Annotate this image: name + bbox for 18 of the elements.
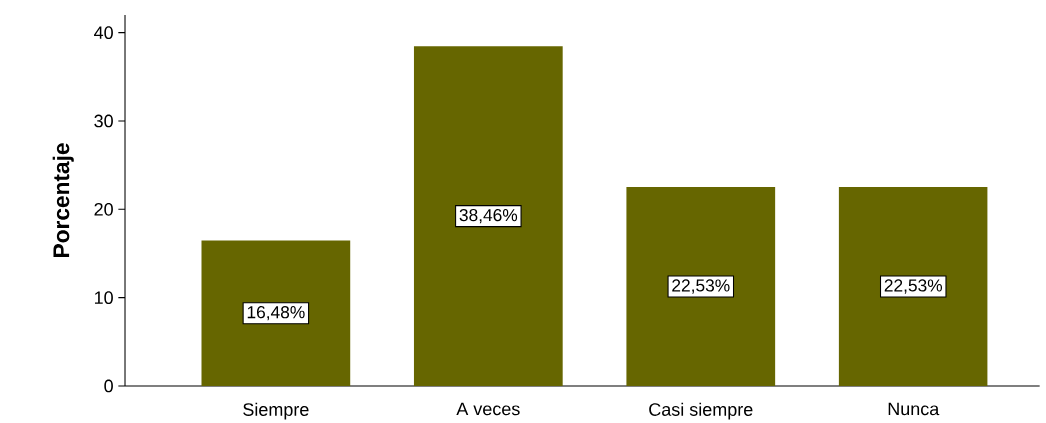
x-tick-label: Casi siempre: [649, 402, 753, 420]
bar: [626, 186, 776, 386]
data-label: 38,46%: [459, 208, 518, 224]
y-tick-label: 20: [94, 202, 113, 216]
data-label: 22,53%: [884, 279, 943, 294]
x-tick-label: A veces: [456, 402, 520, 416]
bar: [838, 186, 988, 386]
y-tick-label: 10: [94, 291, 113, 305]
bar: [413, 46, 563, 386]
y-tick-label: 0: [104, 379, 113, 393]
x-tick-label: Siempre: [243, 402, 309, 420]
y-tick-label: 40: [94, 26, 113, 40]
data-label: 16,48%: [247, 306, 305, 321]
data-label: 22,53%: [672, 279, 730, 294]
x-tick-label: Nunca: [888, 402, 940, 416]
y-tick-label: 30: [94, 114, 113, 128]
y-axis-title: Porcentaje: [52, 143, 74, 257]
bar: [201, 240, 351, 386]
